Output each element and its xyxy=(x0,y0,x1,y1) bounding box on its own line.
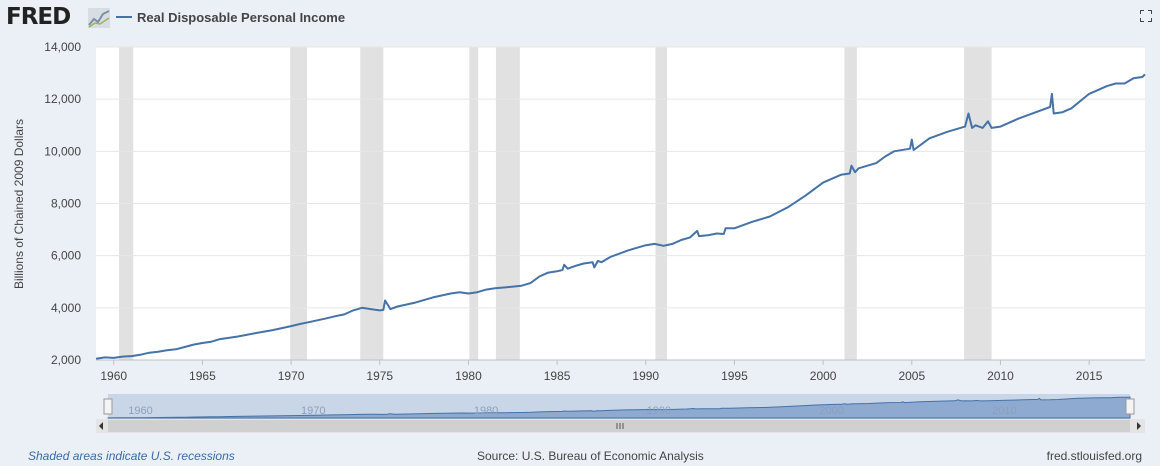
x-tick-label: 1960 xyxy=(100,369,127,383)
navigator-handle-right[interactable] xyxy=(1125,398,1135,415)
y-tick-label: 12,000 xyxy=(44,92,81,106)
navigator-label: 1970 xyxy=(301,405,325,417)
y-tick-label: 6,000 xyxy=(51,249,81,263)
legend-label[interactable]: Real Disposable Personal Income xyxy=(137,10,346,25)
arrow-right-icon[interactable] xyxy=(1137,422,1141,430)
x-tick-label: 1965 xyxy=(189,369,216,383)
y-tick-label: 14,000 xyxy=(44,40,81,54)
navigator-label: 1990 xyxy=(647,405,671,417)
x-tick-label: 1985 xyxy=(544,369,571,383)
series xyxy=(95,73,1146,360)
navigator-label: 1960 xyxy=(128,405,152,417)
navigator-label: 1980 xyxy=(474,405,498,417)
site-link[interactable]: fred.stlouisfed.org xyxy=(1046,449,1142,463)
navigator-label: 2010 xyxy=(992,405,1016,417)
x-tick-label: 1980 xyxy=(455,369,482,383)
legend-swatch xyxy=(116,16,132,18)
navigator[interactable]: 1960 1970 1980 1990 2000 2010 xyxy=(96,394,1145,433)
chart-header: FRED Real Disposable Personal Income xyxy=(0,0,1160,40)
grip-icon[interactable] xyxy=(616,423,624,429)
x-tick-label: 1990 xyxy=(632,369,659,383)
fred-logo[interactable]: FRED xyxy=(6,4,71,30)
scrollbar-thumb[interactable] xyxy=(108,420,1130,432)
x-tick-label: 1975 xyxy=(366,369,393,383)
series-line xyxy=(95,73,1146,360)
source-note[interactable]: Source: U.S. Bureau of Economic Analysis xyxy=(477,449,704,463)
x-tick-label: 1970 xyxy=(278,369,305,383)
x-tick-label: 2000 xyxy=(810,369,837,383)
y-tick-label: 2,000 xyxy=(51,353,81,367)
y-tick-label: 10,000 xyxy=(44,144,81,158)
recession-note: Shaded areas indicate U.S. recessions xyxy=(28,449,235,463)
x-tick-label: 1995 xyxy=(721,369,748,383)
y-axis-ticks: 2,000 4,000 6,000 8,000 10,000 12,000 14,000 xyxy=(44,40,81,367)
navigator-series xyxy=(107,396,1131,419)
y-axis-title: Billions of Chained 2009 Dollars xyxy=(12,119,26,289)
x-axis-ticks: 1960 1965 1970 1975 1980 1985 1990 1995 2000 2005… xyxy=(96,359,1145,383)
y-tick-label: 4,000 xyxy=(51,301,81,315)
chart-line-icon xyxy=(88,8,110,28)
navigator-label: 2000 xyxy=(819,405,843,417)
x-tick-label: 2010 xyxy=(987,369,1014,383)
x-tick-label: 2005 xyxy=(898,369,925,383)
x-tick-label: 2015 xyxy=(1076,369,1103,383)
arrow-left-icon[interactable] xyxy=(99,422,103,430)
navigator-handle-left[interactable] xyxy=(103,398,113,415)
y-tick-label: 8,000 xyxy=(51,197,81,211)
